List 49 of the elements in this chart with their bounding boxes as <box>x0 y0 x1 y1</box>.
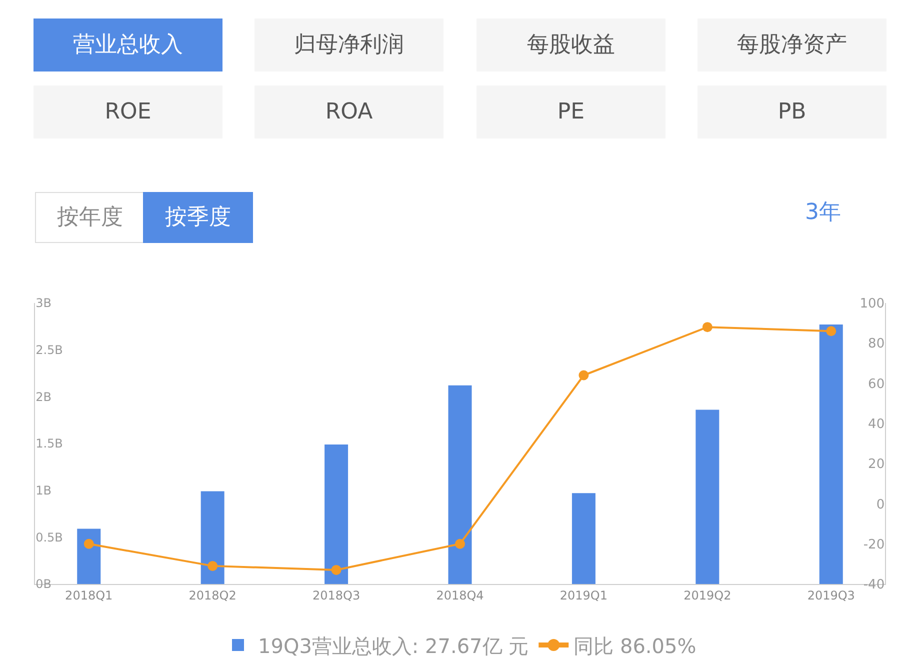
bar <box>200 491 224 584</box>
point <box>455 538 465 549</box>
bar <box>77 528 101 584</box>
y2-tick-label: 40 <box>868 416 885 432</box>
y-tick-label: 2.5B <box>36 343 63 358</box>
legend-label: 19Q3营业总收入: 27.67亿 元 <box>258 634 529 658</box>
y2-tick-label: 60 <box>868 376 885 392</box>
y-tick-label: 3B <box>36 296 52 310</box>
text: 每股收益 <box>527 32 615 58</box>
point <box>331 564 342 575</box>
text: PE <box>557 100 585 124</box>
y2-tick-label: 100 <box>860 296 885 312</box>
text: 归母净利润 <box>294 32 404 58</box>
y2-tick-label: 80 <box>868 336 885 352</box>
y-tick-label: 0.5B <box>36 530 63 544</box>
y2-tick-label: -20 <box>863 537 885 552</box>
x-tick-label: 2018Q2 <box>188 588 236 602</box>
point <box>208 560 218 571</box>
text: 每股净资产 <box>737 32 847 58</box>
y-tick-label: 2B <box>36 390 52 404</box>
text: 按季度 <box>165 205 231 230</box>
y-tick-label: 1B <box>36 484 52 498</box>
point <box>826 326 836 336</box>
y2-tick-label: 0 <box>876 497 885 512</box>
x-tick-label: 2018Q1 <box>65 588 113 602</box>
y2-tick-label: -40 <box>863 578 885 593</box>
x-tick-label: 2019Q2 <box>684 588 732 602</box>
point <box>578 370 589 380</box>
bar <box>324 444 348 584</box>
legend-label: 同比 86.05% <box>574 634 696 658</box>
bar <box>819 324 843 584</box>
bar <box>696 410 720 584</box>
y-tick-label: 1.5B <box>36 436 63 451</box>
bar <box>572 493 596 584</box>
x-tick-label: 2019Q1 <box>560 588 608 602</box>
text: 3年 <box>805 200 841 225</box>
y-tick-label: 0B <box>36 577 52 592</box>
text: 营业总收入 <box>73 32 183 58</box>
text: 按年度 <box>57 205 123 230</box>
x-tick-label: 2019Q3 <box>807 588 855 602</box>
text: ROA <box>325 100 373 124</box>
point <box>84 538 94 549</box>
bar <box>448 385 472 584</box>
text: ROE <box>104 100 152 124</box>
point <box>702 322 712 332</box>
x-tick-label: 2018Q4 <box>436 588 484 602</box>
y2-tick-label: 20 <box>868 457 885 472</box>
x-tick-label: 2018Q3 <box>312 588 360 602</box>
text: PB <box>778 100 806 124</box>
